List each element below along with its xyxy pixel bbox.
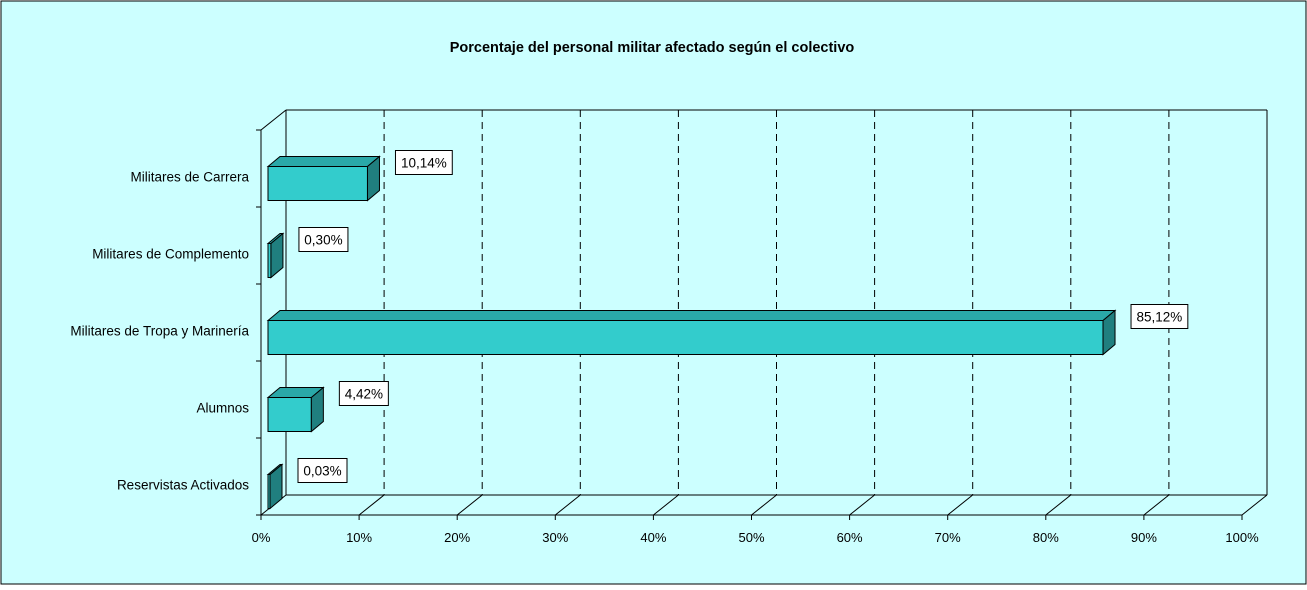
side-wall-top-edge	[260, 109, 287, 131]
category-label: Militares de Tropa y Marinería	[70, 324, 249, 339]
bar-side-face	[366, 155, 380, 202]
floor-gridline-6	[849, 494, 875, 516]
floor-gridline-4	[653, 494, 679, 516]
data-label-box	[298, 227, 349, 252]
data-label: 0,03%	[303, 464, 341, 479]
data-label: 10,14%	[401, 156, 447, 171]
chart-title: Porcentaje del personal militar afectado…	[450, 40, 855, 56]
x-tick-label: 80%	[1033, 530, 1059, 545]
x-tick-label: 0%	[252, 530, 271, 545]
data-label-box	[394, 150, 453, 175]
floor-gridline-7	[947, 494, 974, 516]
bar	[267, 397, 312, 432]
x-tick-label: 40%	[640, 530, 666, 545]
data-label-box	[297, 458, 348, 483]
x-tick-label: 50%	[738, 530, 764, 545]
bar-top-face	[266, 156, 381, 167]
floor-gridline-10	[1241, 494, 1268, 516]
category-label: Militares de Complemento	[92, 247, 249, 262]
floor-gridline-1	[358, 494, 385, 516]
data-label-box	[1130, 304, 1189, 329]
bar-side-face	[269, 463, 283, 510]
data-label: 85,12%	[1137, 310, 1183, 325]
x-tick-label: 30%	[542, 530, 568, 545]
floor-gridline-9	[1143, 494, 1170, 516]
x-tick-label: 70%	[935, 530, 961, 545]
bar-top-face	[266, 310, 1117, 321]
x-tick-label: 100%	[1225, 530, 1259, 545]
category-label: Reservistas Activados	[117, 478, 249, 493]
plot-area: 0% 10% 20% 30% 40% 50% 60% 70% 80% 90% 100% Militar…	[70, 109, 1268, 545]
x-tick-label: 60%	[837, 530, 863, 545]
bar	[267, 320, 1104, 355]
floor-gridline-5	[751, 494, 777, 516]
x-tick-label: 20%	[444, 530, 470, 545]
floor-gridline-2	[456, 494, 483, 516]
floor-gridline-3	[554, 494, 581, 516]
category-label: Alumnos	[196, 401, 249, 416]
bar	[267, 166, 368, 201]
floor-gridline-8	[1045, 494, 1072, 516]
bar-side-face	[270, 232, 284, 279]
data-label-box	[338, 381, 389, 406]
category-label: Militares de Carrera	[130, 170, 249, 185]
data-label: 0,30%	[304, 233, 342, 248]
bar-side-face	[310, 386, 324, 433]
data-label: 4,42%	[345, 387, 383, 402]
bar-side-face	[1102, 309, 1116, 356]
x-tick-label: 90%	[1131, 530, 1157, 545]
x-tick-label: 10%	[346, 530, 372, 545]
